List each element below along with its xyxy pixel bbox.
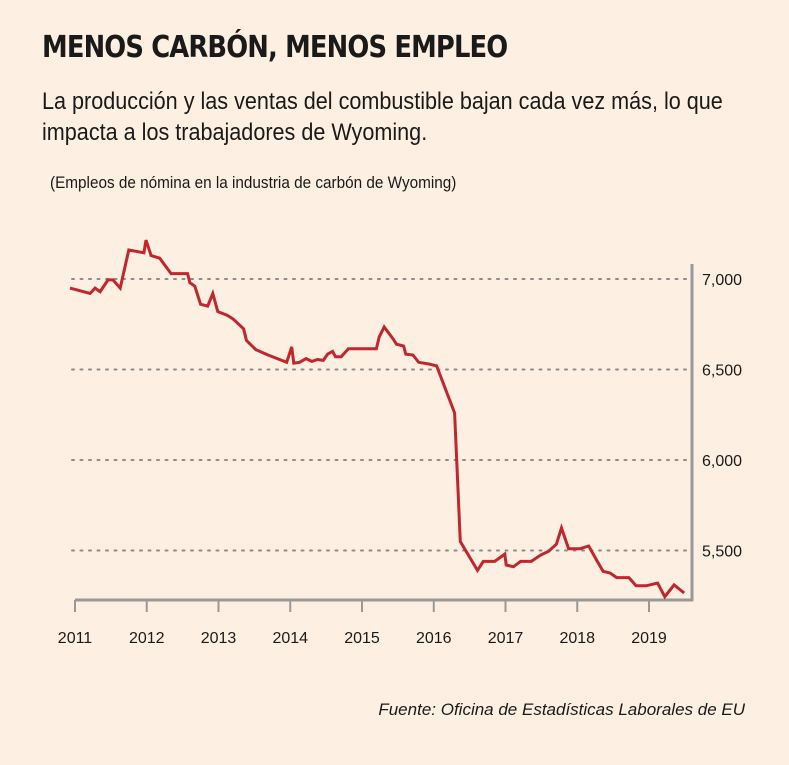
axes (75, 264, 694, 602)
x-tick-label: 2015 (344, 630, 380, 647)
series-line-coal-jobs (69, 239, 686, 600)
x-tick-label: 2014 (272, 630, 308, 647)
y-axis-ticks: 5,500 6,000 6,500 7,000 (702, 272, 742, 561)
x-tick-label: 2011 (58, 630, 93, 647)
chart-source: Fuente: Oficina de Estadísticas Laborale… (378, 700, 745, 719)
series-group (69, 239, 686, 600)
chart-title: MENOS CARBÓN, MENOS EMPLEO (42, 30, 508, 65)
x-tick-label: 2012 (129, 630, 165, 647)
x-tick-label: 2013 (201, 630, 237, 647)
x-tick-label: 2017 (488, 630, 524, 647)
y-tick-label: 5,500 (702, 544, 742, 561)
y-tick-label: 7,000 (702, 272, 742, 289)
x-tick-label: 2016 (416, 630, 452, 647)
y-tick-label: 6,500 (702, 363, 742, 380)
y-tick-label: 6,000 (702, 453, 742, 470)
chart-note: (Empleos de nómina en la industria de ca… (50, 173, 457, 192)
x-tick-label: 2018 (559, 630, 595, 647)
chart-subtitle: La producción y las ventas del combustib… (42, 88, 723, 146)
grid-lines (71, 278, 689, 552)
x-tick-label: 2019 (631, 630, 667, 647)
x-axis-ticks: 2011 2012 2013 2014 2015 2016 2017 2018 2019 (58, 600, 667, 647)
